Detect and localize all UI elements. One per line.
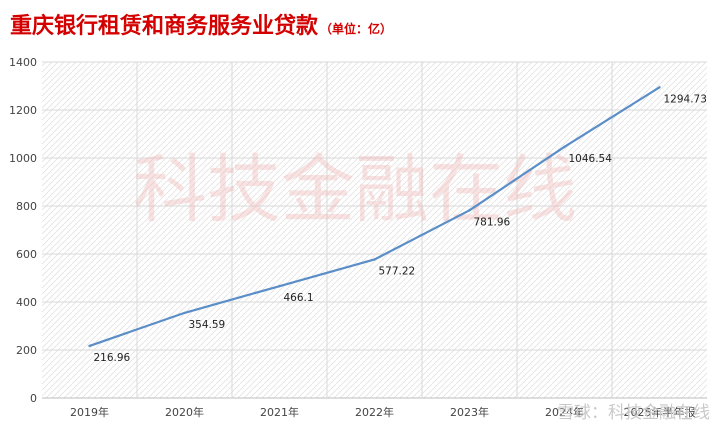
x-tick-label: 2020年 <box>165 405 204 419</box>
y-tick-label: 400 <box>16 296 37 309</box>
y-axis-ticks: 0 200 400 600 800 1000 1200 1400 <box>9 56 37 405</box>
gridlines <box>42 61 707 399</box>
data-point <box>373 258 376 261</box>
data-labels: 216.96 354.59 466.1 577.22 781.96 1046.54 1294… <box>94 93 707 364</box>
series-line <box>88 86 661 348</box>
chart-title-unit: （单位：亿） <box>320 21 392 36</box>
data-label: 1046.54 <box>569 153 613 165</box>
data-label: 216.96 <box>94 352 131 364</box>
y-tick-label: 1400 <box>9 56 37 69</box>
data-point <box>278 284 281 288</box>
x-tick-label: 2024年 <box>545 405 584 419</box>
data-point <box>88 344 91 348</box>
y-tick-label: 1200 <box>9 104 37 117</box>
data-point <box>658 86 661 89</box>
chart-title: 重庆银行租赁和商务服务业贷款 <box>10 13 319 39</box>
data-label: 466.1 <box>284 292 314 304</box>
watermark-corner: 雪球：科技金融在线 <box>557 403 710 423</box>
x-axis-ticks: 2019年 2020年 2021年 2022年 2023年 2024年 2025年半年报 <box>70 405 696 419</box>
data-point <box>563 145 566 149</box>
x-tick-label: 2022年 <box>355 405 394 419</box>
data-point <box>468 209 471 212</box>
x-tick-label: 2019年 <box>70 405 109 419</box>
data-label: 354.59 <box>189 319 226 331</box>
data-label: 781.96 <box>474 216 511 228</box>
watermark-center: 科技金融在线 <box>133 147 577 233</box>
x-tick-label: 2023年 <box>450 405 489 419</box>
x-tick-label: 2025年半年报 <box>624 405 696 419</box>
y-tick-label: 800 <box>16 200 37 213</box>
plot-area <box>42 62 707 398</box>
data-point <box>183 311 186 315</box>
data-label: 577.22 <box>379 265 416 277</box>
x-tick-label: 2021年 <box>260 405 299 419</box>
data-label: 1294.73 <box>664 93 707 105</box>
y-tick-label: 1000 <box>9 152 37 165</box>
y-tick-label: 200 <box>16 344 37 357</box>
y-tick-label: 0 <box>30 392 37 405</box>
y-tick-label: 600 <box>16 248 37 261</box>
